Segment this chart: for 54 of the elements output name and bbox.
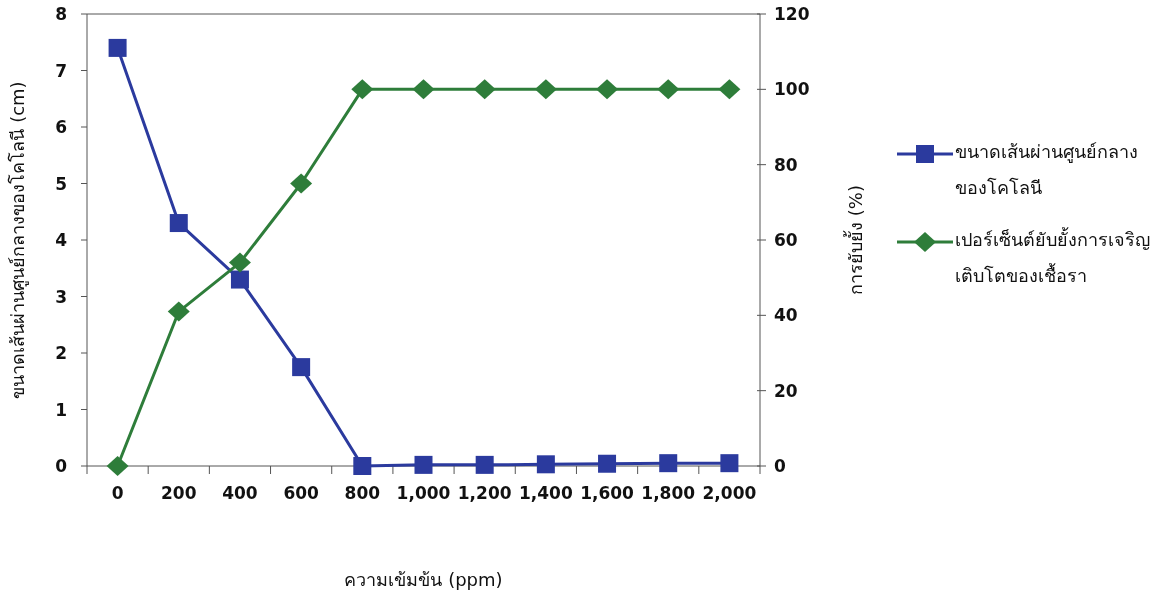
point: [718, 79, 741, 100]
legend-label: ขนาดเส้นผ่านศูนย์กลางของโคโลนี: [955, 140, 1139, 200]
point: [473, 79, 496, 100]
y2-tick-label: 40: [774, 305, 798, 326]
x-tick-label: 200: [161, 483, 197, 503]
point: [290, 173, 313, 194]
point: [598, 454, 617, 473]
point: [292, 358, 311, 377]
x-tick-label: 2,000: [702, 483, 757, 503]
x-tick-label: 800: [344, 483, 381, 503]
legend-label: เปอร์เซ็นต์ยับยั้งการเจริญเติบโตของเชื้อรา: [955, 226, 1151, 288]
y-tick-label: 4: [55, 230, 68, 250]
point: [228, 252, 251, 273]
y2-tick-label: 0: [774, 456, 786, 476]
y-tick-label: 6: [55, 117, 67, 137]
x-tick-label: 1,600: [580, 483, 635, 503]
point: [106, 456, 129, 476]
y2-tick-label: 60: [774, 230, 798, 250]
point: [596, 79, 619, 100]
point: [169, 214, 188, 233]
x-tick-label: 1,000: [396, 483, 451, 503]
y-axis-title: ขนาดเส้นผ่านศูนย์กลางของโคโลนี (cm): [7, 81, 29, 399]
x-tick-label: 0: [111, 483, 124, 503]
x-tick-label: 1,200: [457, 483, 512, 503]
point: [534, 79, 557, 100]
point: [108, 38, 127, 57]
y2-tick-label: 20: [774, 380, 798, 401]
y2-tick-label: 100: [774, 79, 810, 100]
y-tick-label: 5: [55, 173, 67, 194]
x-tick-label: 600: [283, 483, 320, 503]
point: [475, 455, 494, 474]
x-axis-title: ความเข้มข้น (ppm): [344, 569, 503, 590]
y2-axis-title: การยับยั้ง (%): [843, 185, 866, 295]
point: [351, 79, 374, 100]
point: [657, 79, 680, 100]
y-tick-label: 8: [55, 4, 67, 24]
y2-tick-label: 80: [774, 154, 798, 175]
point: [230, 270, 249, 289]
point: [353, 457, 372, 475]
point: [412, 79, 435, 100]
x-tick-label: 1,400: [518, 483, 573, 503]
point: [167, 301, 190, 322]
x-tick-label: 1,800: [641, 483, 696, 503]
y-tick-label: 0: [55, 456, 68, 476]
y-tick-label: 1: [55, 399, 67, 420]
y-tick-label: 7: [55, 60, 67, 81]
y-tick-label: 3: [55, 286, 67, 307]
x-tick-label: 400: [222, 483, 258, 503]
point: [536, 455, 555, 474]
y2-tick-label: 120: [774, 4, 810, 24]
point: [414, 455, 433, 474]
point: [720, 454, 739, 473]
point: [659, 454, 678, 473]
y-tick-label: 2: [55, 343, 67, 363]
